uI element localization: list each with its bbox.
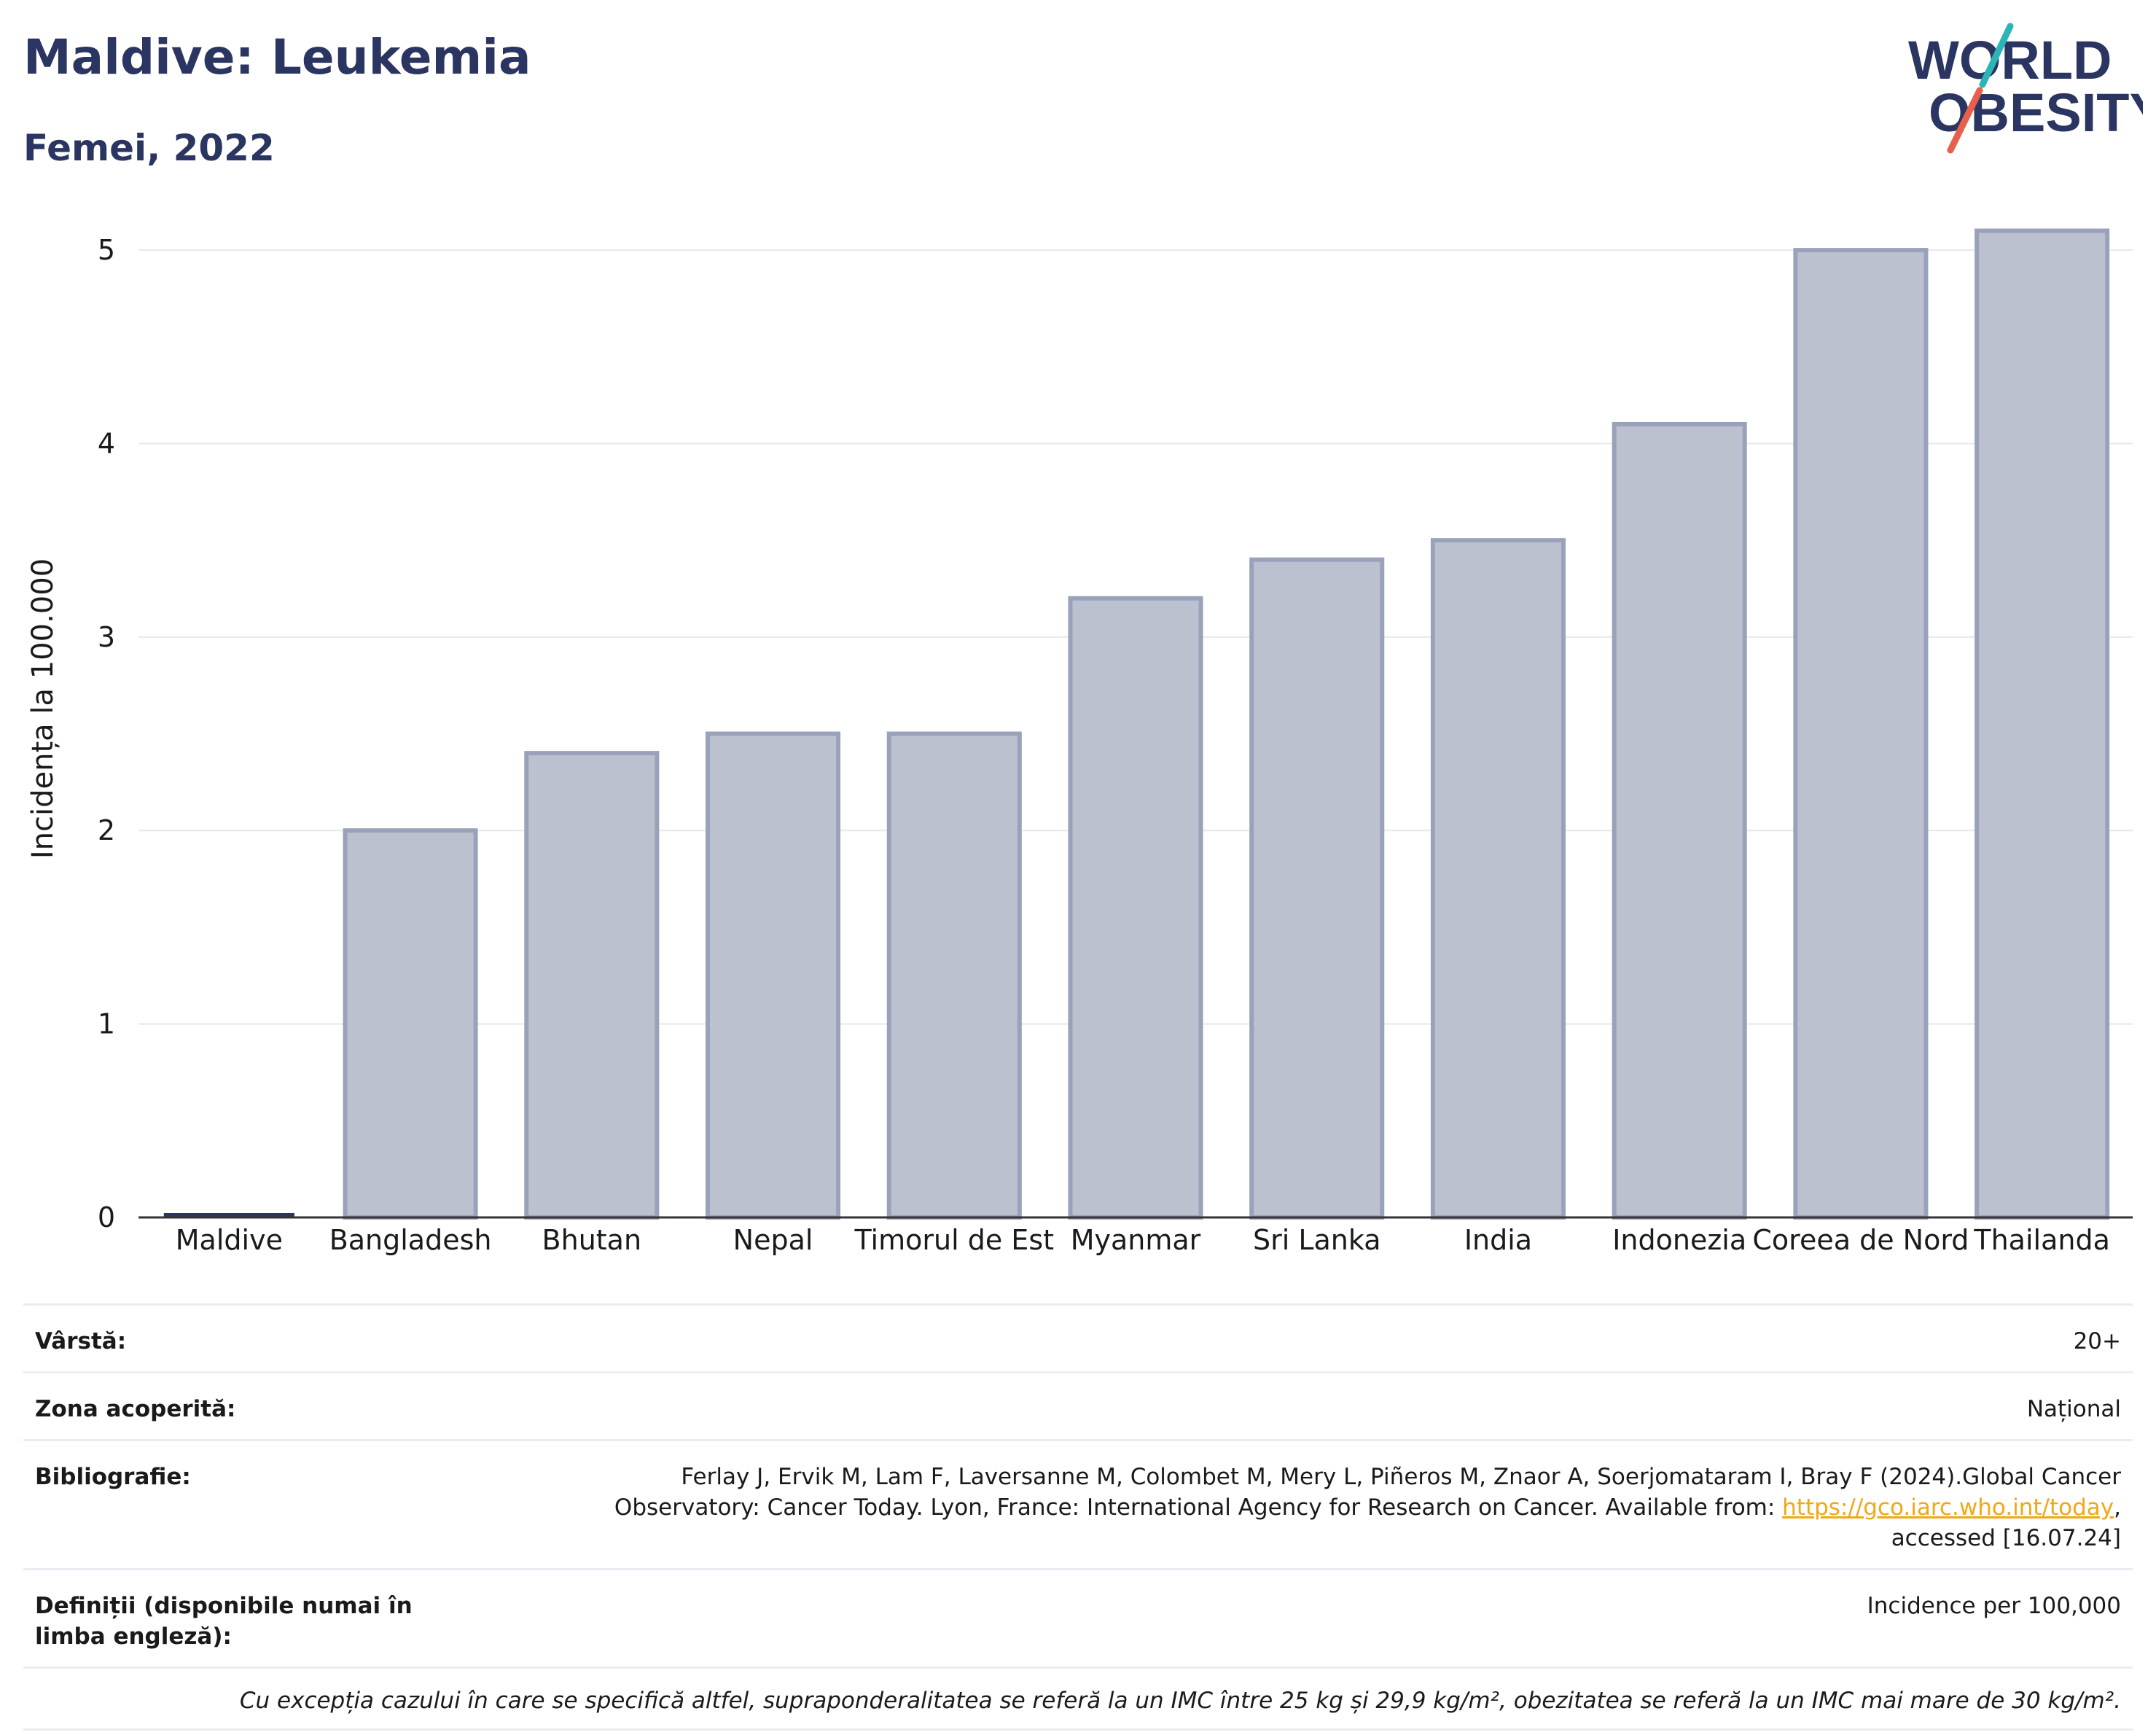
- logo-slash-teal: [1979, 23, 2014, 88]
- bar-timorul-de-est: [886, 731, 1022, 1220]
- definitions-value: Incidence per 100,000: [1867, 1593, 2121, 1619]
- zone-label: Zona acoperită:: [35, 1396, 236, 1422]
- x-tick-label: Maldive: [176, 1224, 283, 1256]
- bmi-note: Cu excepția cazului în care se specifică…: [23, 1666, 2133, 1731]
- y-tick-label: 2: [98, 814, 115, 846]
- age-label: Vârstă:: [35, 1328, 127, 1354]
- logo-text-world: WORLD: [1908, 30, 2112, 90]
- x-tick-label: Timorul de Est: [854, 1224, 1055, 1256]
- bibliography-tail: , accessed [16.07.24]: [1891, 1494, 2121, 1551]
- info-row-definitions: Definiții (disponibile numai în limba en…: [23, 1568, 2133, 1666]
- x-tick-label: Bhutan: [542, 1224, 642, 1256]
- x-tick-label: Nepal: [733, 1224, 813, 1256]
- zone-value: Național: [2026, 1396, 2121, 1422]
- bar-nepal: [706, 731, 841, 1220]
- x-tick-label: Myanmar: [1071, 1224, 1201, 1256]
- y-tick-label: 3: [98, 621, 115, 653]
- y-tick-label: 1: [98, 1008, 115, 1040]
- y-tick-label: 5: [98, 234, 115, 266]
- bar-india: [1430, 538, 1566, 1220]
- bibliography-value: Ferlay J, Ervik M, Lam F, Laversanne M, …: [501, 1462, 2121, 1553]
- y-axis-title: Incidența la 100.000: [26, 558, 60, 859]
- logo-slash-coral: [1947, 87, 1983, 154]
- bars: [163, 228, 2110, 1220]
- info-row-zone: Zona acoperită: Național: [23, 1371, 2133, 1439]
- bibliography-text: Ferlay J, Ervik M, Lam F, Laversanne M, …: [614, 1464, 2121, 1521]
- x-tick-label: Bangladesh: [329, 1224, 492, 1256]
- bar-myanmar: [1068, 596, 1203, 1220]
- bibliography-link[interactable]: https://gco.iarc.who.int/today: [1782, 1494, 2114, 1521]
- info-row-age: Vârstă: 20+: [23, 1303, 2133, 1371]
- age-value: 20+: [2073, 1328, 2121, 1354]
- logo-text-obesity: OBESITY: [1929, 82, 2143, 143]
- x-tick-label: Indonezia: [1612, 1224, 1746, 1256]
- x-tick-label: Coreea de Nord: [1752, 1224, 1969, 1256]
- bar-thailanda: [1975, 228, 2110, 1220]
- chart-subtitle: Femei, 2022: [23, 127, 275, 169]
- bar-bhutan: [524, 751, 660, 1220]
- bar-coreea-de-nord: [1793, 248, 1929, 1220]
- x-tick-label: India: [1464, 1224, 1532, 1256]
- definitions-label: Definiții (disponibile numai în limba en…: [35, 1593, 413, 1650]
- y-tick-label: 4: [98, 427, 115, 459]
- bar-bangladesh: [343, 828, 478, 1220]
- world-obesity-logo: WORLD OBESITY: [1908, 23, 2143, 154]
- bar-sri-lanka: [1249, 557, 1385, 1220]
- x-tick-label: Thailanda: [1973, 1224, 2109, 1256]
- bar-maldive: [163, 1213, 294, 1217]
- chart-title: Maldive: Leukemia: [23, 29, 531, 85]
- bibliography-label: Bibliografie:: [35, 1464, 191, 1490]
- info-row-bibliography: Bibliografie: Ferlay J, Ervik M, Lam F, …: [23, 1439, 2133, 1568]
- axes: 0 1 2 3 4 5 Maldive Bangladesh Bhutan Nepal Timoru…: [98, 234, 2133, 1256]
- info-table: Vârstă: 20+ Zona acoperită: Național Bib…: [23, 1303, 2133, 1731]
- bar-chart: 0 1 2 3 4 5 Maldive Bangladesh Bhutan Nepal Timoru…: [26, 228, 2133, 1256]
- y-tick-label: 0: [98, 1201, 115, 1233]
- x-tick-label: Sri Lanka: [1253, 1224, 1381, 1256]
- bar-indonezia: [1612, 421, 1747, 1220]
